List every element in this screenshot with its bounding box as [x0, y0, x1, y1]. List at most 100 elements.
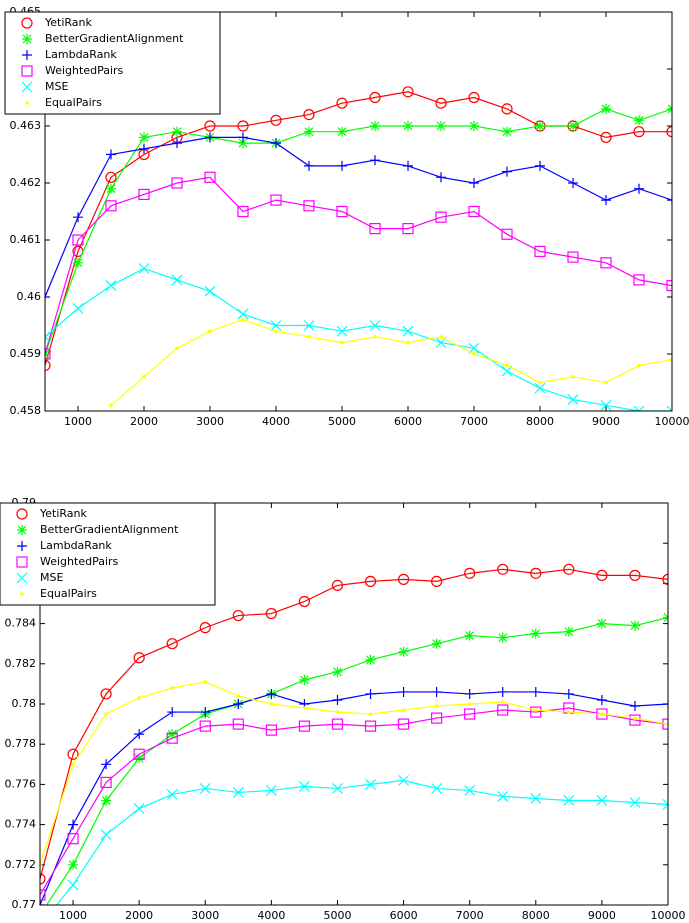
- data-point: [332, 694, 343, 705]
- data-point: [633, 405, 645, 411]
- data-point: [662, 799, 668, 810]
- data-point: [340, 340, 344, 345]
- data-point: [199, 720, 211, 732]
- data-point: [402, 325, 414, 337]
- data-point: [398, 774, 410, 786]
- data-point: [335, 710, 340, 714]
- data-point: [497, 704, 509, 716]
- data-point: [431, 686, 442, 697]
- data-point: [68, 819, 79, 830]
- data-point: [502, 166, 512, 177]
- data-point: [139, 132, 149, 143]
- data-point: [336, 205, 348, 218]
- data-point: [204, 120, 216, 132]
- data-point: [464, 567, 476, 579]
- data-point: [435, 97, 447, 109]
- data-point: [435, 211, 447, 223]
- data-point: [370, 121, 380, 131]
- series-line: [40, 681, 668, 865]
- data-point: [238, 138, 248, 149]
- data-point: [299, 674, 310, 685]
- data-point: [166, 732, 178, 744]
- data-point: [502, 126, 512, 137]
- legend-marker: [22, 50, 32, 60]
- data-point: [204, 171, 216, 183]
- data-point: [398, 646, 409, 657]
- legend-box: [4, 11, 221, 115]
- series-line: [45, 136, 672, 298]
- data-point: [138, 188, 150, 200]
- data-point: [205, 132, 215, 143]
- data-point: [370, 155, 380, 166]
- data-point: [534, 382, 546, 394]
- data-point: [398, 686, 409, 697]
- data-point: [236, 694, 241, 698]
- data-point: [402, 86, 414, 98]
- y-tick-label: 0.772: [5, 858, 37, 871]
- legend-label: YetiRank: [39, 507, 88, 520]
- y-tick-label: 0.459: [10, 347, 42, 360]
- data-point: [662, 573, 668, 585]
- data-point: [468, 205, 480, 218]
- data-point: [302, 706, 307, 710]
- data-point: [600, 712, 604, 716]
- legend-label: WeightedPairs: [45, 64, 124, 77]
- data-point: [167, 707, 178, 718]
- data-point: [307, 335, 311, 339]
- data-point: [237, 120, 249, 132]
- data-point: [369, 320, 381, 331]
- data-point: [530, 793, 542, 804]
- data-point: [535, 160, 545, 171]
- legend-label: LambdaRank: [45, 48, 117, 61]
- data-point: [100, 776, 112, 788]
- data-point: [172, 138, 182, 149]
- data-point: [106, 149, 116, 160]
- data-point: [464, 688, 475, 699]
- data-point: [40, 889, 46, 901]
- data-point: [172, 126, 182, 137]
- x-tick-label: 2000: [125, 909, 153, 922]
- data-point: [298, 720, 311, 732]
- data-point: [72, 302, 84, 314]
- data-point: [208, 329, 212, 334]
- data-point: [667, 195, 672, 206]
- data-point: [431, 575, 443, 587]
- data-point: [45, 331, 51, 343]
- data-point: [274, 329, 278, 334]
- data-point: [105, 171, 117, 183]
- legend-marker: [22, 34, 32, 44]
- data-point: [633, 716, 637, 720]
- data-point: [596, 795, 608, 806]
- data-point: [265, 785, 277, 796]
- data-point: [365, 688, 376, 699]
- data-point: [364, 720, 377, 732]
- legend-marker: [21, 81, 33, 93]
- data-point: [270, 194, 282, 206]
- data-point: [601, 195, 611, 206]
- legend-label: MSE: [40, 571, 63, 584]
- x-tick-label: 1000: [59, 909, 87, 922]
- data-point: [467, 702, 472, 706]
- data-point: [571, 375, 575, 379]
- x-tick-label: 6000: [394, 415, 422, 428]
- data-point: [568, 178, 578, 188]
- data-point: [241, 318, 245, 322]
- data-point: [501, 228, 513, 240]
- data-point: [109, 403, 113, 408]
- data-point: [269, 702, 274, 706]
- data-point: [633, 274, 645, 286]
- data-point: [505, 363, 509, 368]
- data-point: [563, 688, 574, 699]
- data-point: [600, 131, 612, 143]
- data-point: [403, 121, 413, 131]
- y-tick-label: 0.784: [5, 617, 37, 630]
- data-point: [634, 115, 644, 126]
- data-point: [633, 126, 645, 138]
- x-tick-label: 10000: [651, 909, 686, 922]
- data-point: [596, 618, 607, 629]
- data-point: [369, 91, 381, 104]
- data-point: [666, 405, 672, 411]
- data-point: [629, 797, 641, 808]
- data-point: [629, 701, 640, 712]
- data-point: [431, 782, 443, 794]
